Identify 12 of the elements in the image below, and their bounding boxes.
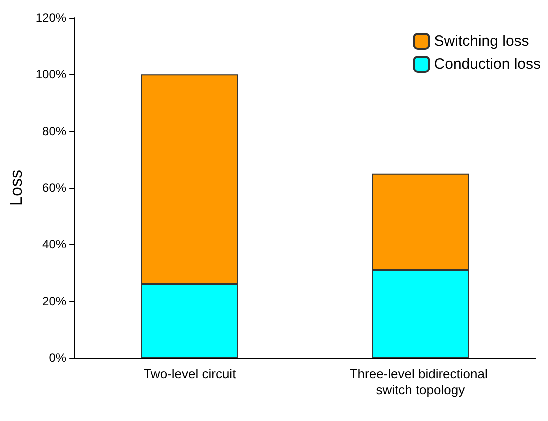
legend-label: Switching loss [434, 33, 530, 50]
y-tick-label: 20% [42, 294, 67, 308]
x-tick-label: Three-level bidirectional switch topology [350, 366, 492, 398]
y-tick-label: 100% [36, 68, 67, 82]
y-tick-label: 40% [42, 238, 67, 252]
x-tick-label: Two-level circuit [144, 366, 237, 382]
y-tick-label: 80% [42, 124, 67, 138]
y-tick-label: 0% [49, 351, 67, 365]
legend-label: Conduction loss [434, 56, 542, 73]
y-tick-label: 120% [36, 11, 67, 25]
y-axis-title: Loss [7, 170, 26, 206]
y-tick-label: 60% [42, 181, 67, 195]
